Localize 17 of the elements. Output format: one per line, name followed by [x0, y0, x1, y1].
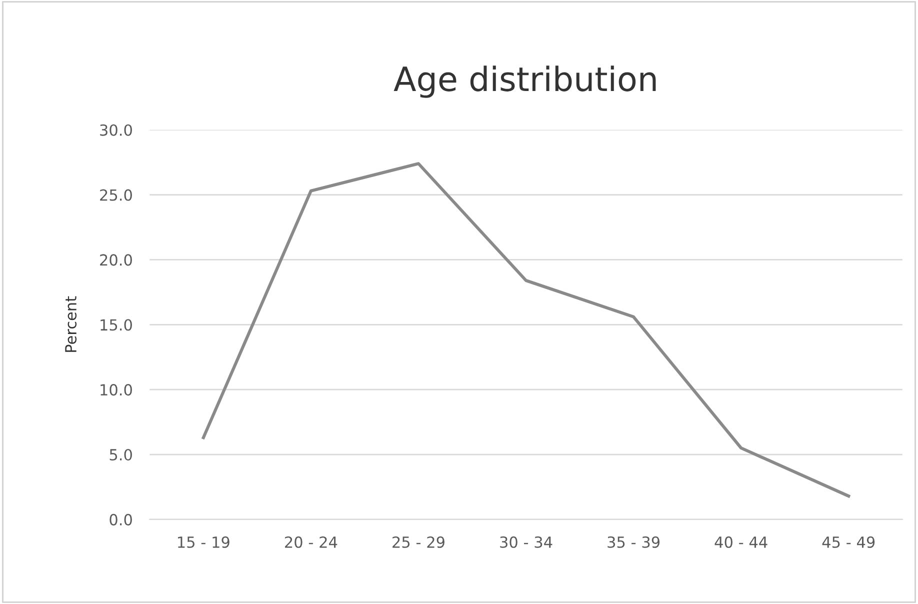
- x-tick-label: 35 - 39: [608, 536, 660, 548]
- y-tick-label: 0.0: [110, 514, 132, 526]
- y-tick-label: 10.0: [100, 384, 132, 396]
- x-tick-label: 30 - 34: [500, 536, 552, 548]
- y-tick-label: 5.0: [110, 448, 132, 461]
- line-series: [202, 162, 850, 498]
- x-tick-label: 45 - 49: [822, 536, 875, 548]
- chart-title: Age distribution: [394, 66, 656, 98]
- y-axis-title: Percent: [65, 296, 77, 352]
- y-tick-label: 25.0: [100, 189, 132, 201]
- x-tick-label: 40 - 44: [714, 536, 768, 548]
- x-tick-label: 20 - 24: [285, 536, 338, 548]
- y-tick-label: 15.0: [100, 319, 132, 331]
- x-tick-label: 25 - 29: [392, 536, 444, 548]
- y-tick-label: 30.0: [100, 124, 132, 136]
- x-tick-label: 15 - 19: [178, 536, 230, 548]
- y-tick-label: 20.0: [100, 254, 132, 266]
